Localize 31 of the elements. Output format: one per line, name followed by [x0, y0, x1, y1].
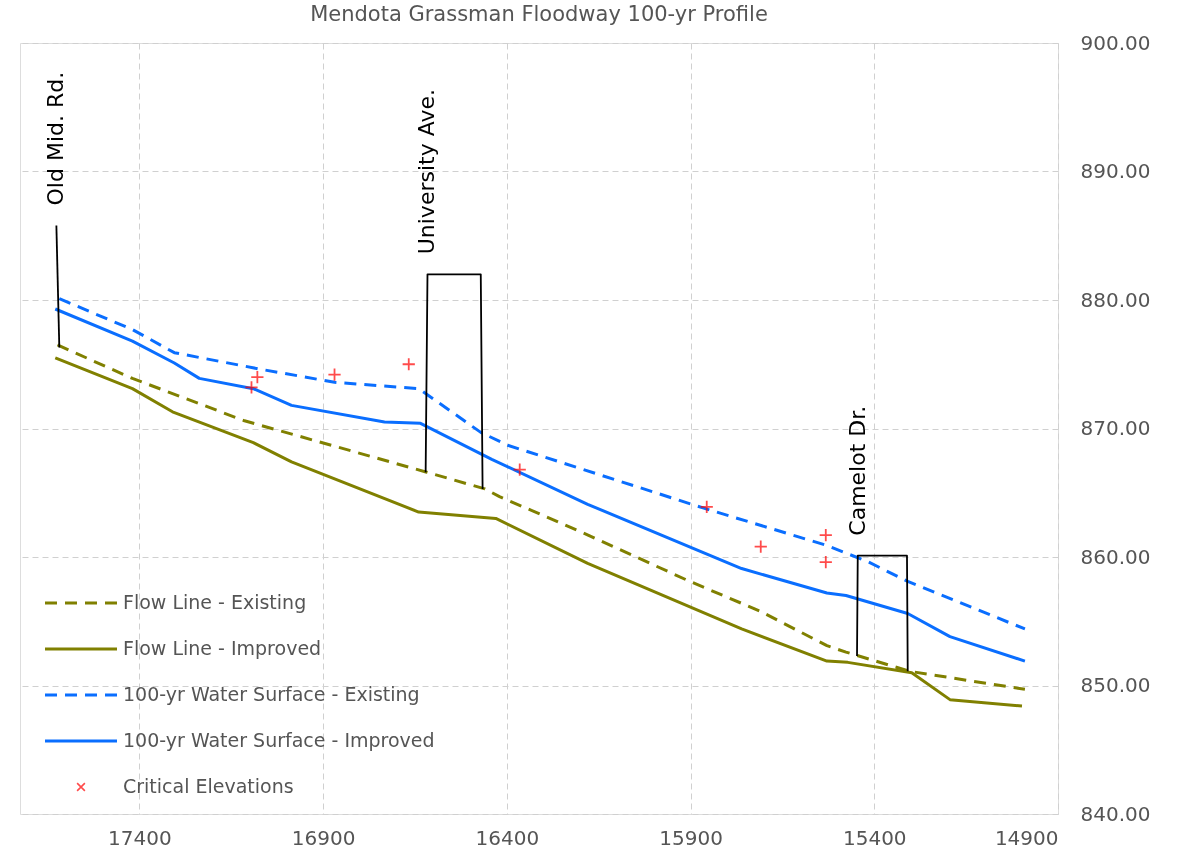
point — [818, 528, 833, 543]
x-tick-label: 15900 — [659, 825, 723, 850]
point — [699, 499, 714, 514]
y-tick-label: 870.00 — [1080, 416, 1151, 440]
legend-label: 100-yr Water Surface - Improved — [123, 729, 435, 751]
x-tick-label: 16900 — [291, 825, 356, 850]
x-tick-label: 14900 — [994, 825, 1059, 850]
point — [818, 555, 833, 570]
x-tick-label: 15400 — [842, 825, 907, 850]
y-tick-label: 890.00 — [1080, 159, 1151, 183]
y-tick-label: 840.00 — [1080, 801, 1151, 826]
annotation: University Ave. — [414, 89, 440, 255]
legend-label: 100-yr Water Surface - Existing — [123, 683, 420, 705]
legend-label: Flow Line - Existing — [123, 591, 307, 613]
legend-label: Flow Line - Improved — [123, 637, 322, 659]
point — [244, 380, 259, 395]
annotation: Camelot Dr. — [844, 405, 870, 536]
annotation: Old Mid. Rd. — [43, 71, 69, 206]
y-tick-label: 860.00 — [1080, 544, 1151, 569]
point — [401, 357, 416, 372]
y-tick-label: 900.00 — [1080, 30, 1151, 55]
x-tick-label: 16400 — [475, 825, 540, 850]
y-tick-label: 880.00 — [1080, 287, 1151, 312]
point — [250, 370, 265, 385]
y-tick-label: 850.00 — [1080, 673, 1151, 697]
point — [753, 539, 768, 554]
point — [512, 462, 527, 477]
point — [327, 367, 342, 382]
x-tick-label: 17400 — [108, 825, 172, 850]
chart-title: Mendota Grassman Floodway 100-yr Profile — [310, 2, 768, 26]
legend-label: Critical Elevations — [123, 775, 294, 797]
